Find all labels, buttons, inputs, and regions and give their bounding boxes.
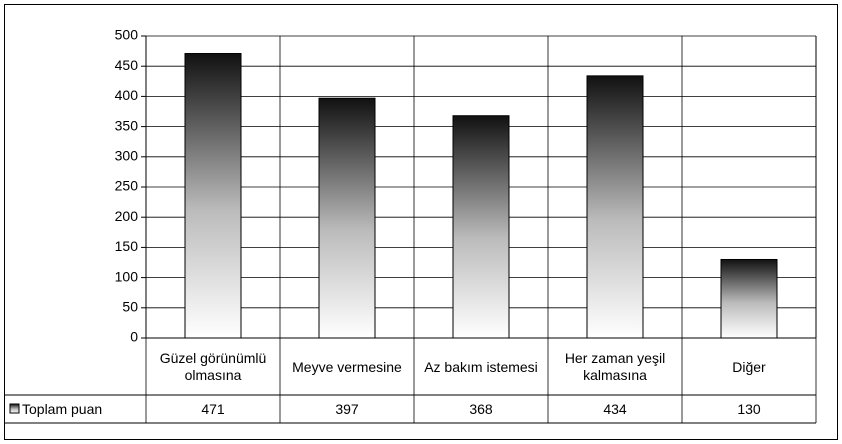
x-tick-label: Meyve vermesine — [292, 358, 402, 375]
x-tick-label: Her zaman yeşil kalmasına — [564, 350, 666, 383]
y-tick-label: 150 — [115, 238, 139, 254]
table-value: 471 — [201, 401, 225, 417]
table-value: 434 — [603, 401, 627, 417]
y-tick-label: 500 — [115, 27, 139, 43]
bar — [318, 97, 376, 339]
table-value: 130 — [737, 401, 761, 417]
bar — [586, 75, 644, 339]
bar — [452, 115, 510, 339]
bar — [720, 258, 778, 339]
x-tick-label: Az bakım istemesi — [424, 358, 538, 375]
x-tick-label: Diğer — [732, 358, 766, 375]
y-tick-label: 50 — [122, 299, 138, 315]
bar — [184, 53, 242, 339]
y-tick-label: 350 — [115, 117, 139, 133]
y-tick-label: 200 — [115, 208, 139, 224]
y-tick-label: 250 — [115, 178, 139, 194]
y-tick-label: 450 — [115, 57, 139, 73]
legend-label: Toplam puan — [22, 401, 103, 417]
y-tick-label: 300 — [115, 148, 139, 164]
y-tick-label: 400 — [115, 87, 139, 103]
chart-border — [4, 4, 838, 440]
table-value: 397 — [335, 401, 359, 417]
table-value: 368 — [469, 401, 493, 417]
y-tick-label: 0 — [130, 329, 138, 345]
legend-swatch — [9, 403, 20, 414]
x-tick-label: Güzel görünümlü olmasına — [159, 350, 267, 383]
y-tick-label: 100 — [115, 268, 139, 284]
